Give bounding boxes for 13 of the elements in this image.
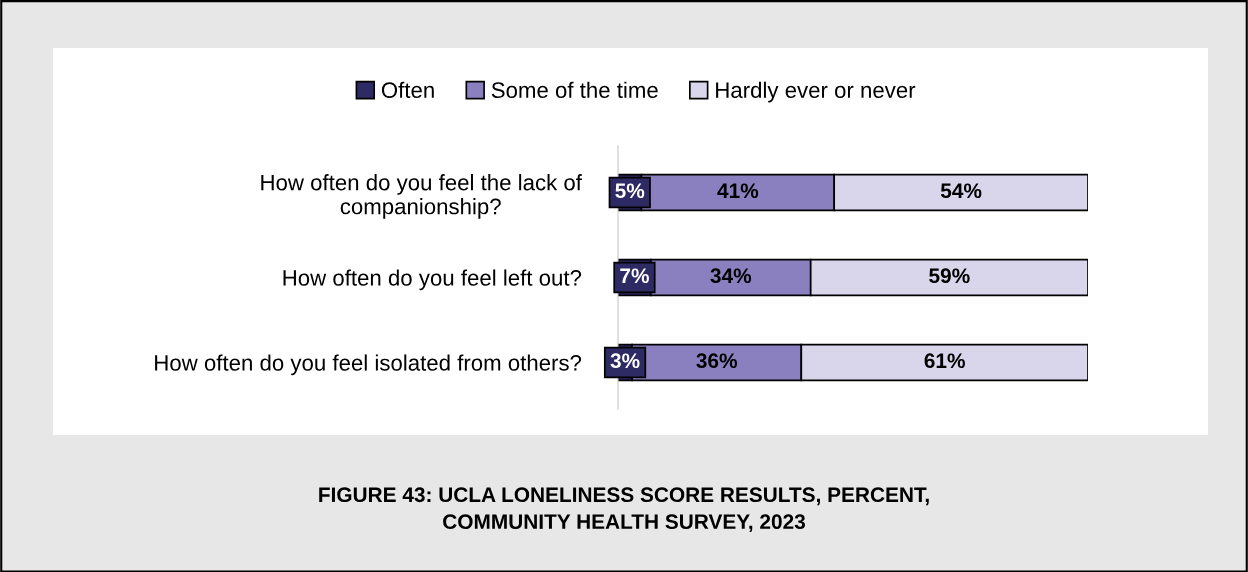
data-label: 41% [717, 183, 759, 199]
data-label: 59% [929, 268, 970, 284]
data-label: 34% [710, 268, 752, 284]
legend-label: Often [381, 81, 434, 99]
data-label: 36% [696, 353, 737, 369]
data-label: 54% [940, 183, 982, 199]
y-tick-label: How often do you feel left out? [283, 269, 582, 291]
y-tick-label: How often do you feel the lack of companionship? [261, 174, 582, 219]
legend-label: Some of the time [491, 81, 658, 99]
data-label: 61% [924, 353, 965, 369]
text: FIGURE 43: UCLA LONELINESS SCORE RESULTS, PERCENT, COMMUNITY HEALTH SURVEY, 2023 [319, 487, 929, 533]
y-tick-label: How often do you feel isolated from others? [155, 354, 582, 376]
legend-label: Hardly ever or never [716, 81, 916, 103]
